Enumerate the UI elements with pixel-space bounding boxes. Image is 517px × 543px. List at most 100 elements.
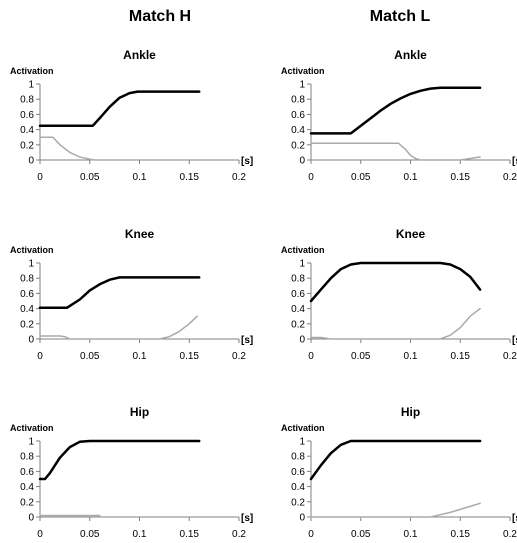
y-tick-label: 0.6 (291, 467, 305, 478)
chart-panel: Knee Activation 0 0.2 0.4 0.6 0.8 1 0 0.05 0.1 0.15… (10, 227, 253, 362)
y-tick-label: 0.8 (20, 452, 34, 463)
y-tick-label: 0.2 (291, 319, 305, 330)
x-tick-label: 0.1 (404, 529, 418, 540)
y-axis-label: Activation (10, 423, 54, 433)
y-tick-label: 0 (299, 156, 305, 167)
x-tick-label: 0.1 (404, 351, 418, 362)
chart-panel: Ankle Activation 0 0.2 0.4 0.6 0.8 1 0 0.05 0.1 0.1… (10, 48, 253, 183)
y-tick-label: 0.8 (20, 274, 34, 285)
series-line (38, 276, 201, 310)
y-tick-label: 1 (299, 437, 305, 448)
y-tick-label: 0.4 (291, 304, 305, 315)
y-axis-label: Activation (281, 66, 325, 76)
y-tick-label: 0 (28, 156, 34, 167)
y-axis-label: Activation (281, 423, 325, 433)
y-axis-label: Activation (10, 66, 54, 76)
y-tick-label: 0.2 (291, 497, 305, 508)
y-tick-label: 0.4 (20, 304, 34, 315)
y-tick-label: 0.4 (291, 482, 305, 493)
y-tick-label: 0.8 (291, 95, 305, 106)
series-line (310, 307, 481, 340)
x-axis-unit-label: [s] (241, 513, 253, 524)
y-tick-label: 0.8 (291, 274, 305, 285)
x-tick-label: 0.15 (180, 351, 200, 362)
x-tick-label: 0.2 (503, 172, 517, 183)
x-tick-label: 0.05 (351, 172, 371, 183)
y-tick-label: 1 (28, 80, 34, 91)
y-tick-label: 0.2 (291, 140, 305, 151)
y-tick-label: 0.4 (20, 482, 34, 493)
series-line (309, 261, 482, 303)
x-tick-label: 0 (37, 529, 43, 540)
y-tick-label: 0.6 (291, 289, 305, 300)
chart-title: Knee (125, 227, 155, 241)
x-tick-label: 0.1 (133, 172, 147, 183)
y-tick-label: 0.2 (20, 140, 34, 151)
y-tick-label: 0.6 (20, 110, 34, 121)
column-title-match-l: Match L (369, 8, 431, 25)
series-line (39, 315, 198, 340)
chart-panel: Ankle Activation 0 0.2 0.4 0.6 0.8 1 0 0.05 0.1 0.1… (281, 48, 517, 183)
y-tick-label: 0.8 (20, 95, 34, 106)
y-tick-label: 1 (28, 259, 34, 270)
x-axis-unit-label: [s (512, 156, 517, 167)
series-line (310, 502, 481, 518)
x-tick-label: 0.2 (232, 529, 246, 540)
chart-title: Knee (396, 227, 426, 241)
y-axis-label: Activation (281, 245, 325, 255)
x-tick-label: 0.05 (351, 351, 371, 362)
x-tick-label: 0.15 (180, 172, 200, 183)
y-tick-label: 0 (28, 513, 34, 524)
x-tick-label: 0 (37, 172, 43, 183)
y-tick-label: 0.4 (291, 125, 305, 136)
series-line (310, 142, 481, 161)
series-line (38, 439, 201, 481)
x-tick-label: 0.15 (451, 172, 471, 183)
y-tick-label: 0.6 (20, 467, 34, 478)
chart-title: Ankle (123, 48, 156, 62)
x-axis-unit-label: [s (512, 513, 517, 524)
chart-title: Ankle (394, 48, 427, 62)
y-tick-label: 0 (299, 335, 305, 346)
y-axis-label: Activation (10, 245, 54, 255)
y-tick-label: 0.2 (20, 319, 34, 330)
x-tick-label: 0.05 (80, 172, 100, 183)
x-tick-label: 0 (308, 529, 314, 540)
series-line (309, 439, 482, 481)
x-tick-label: 0.15 (451, 351, 471, 362)
x-axis-unit-label: [s] (241, 335, 253, 346)
x-tick-label: 0.1 (404, 172, 418, 183)
x-tick-label: 0.15 (451, 529, 471, 540)
y-tick-label: 1 (299, 259, 305, 270)
x-tick-label: 0.1 (133, 529, 147, 540)
x-tick-label: 0.2 (503, 529, 517, 540)
y-tick-label: 1 (299, 80, 305, 91)
column-title-match-h: Match H (128, 8, 192, 25)
x-tick-label: 0.1 (133, 351, 147, 362)
chart-title: Hip (401, 405, 420, 419)
chart-panel: Hip Activation 0 0.2 0.4 0.6 0.8 1 0 0.05 0.1 0.15 0… (281, 405, 517, 540)
chart-panel: Hip Activation 0 0.2 0.4 0.6 0.8 1 0 0.05 0.1 0.15 0… (10, 405, 253, 540)
x-tick-label: 0.05 (80, 351, 100, 362)
x-tick-label: 0 (308, 172, 314, 183)
y-tick-label: 0 (299, 513, 305, 524)
chart-title: Hip (130, 405, 149, 419)
x-tick-label: 0 (37, 351, 43, 362)
x-tick-label: 0 (308, 351, 314, 362)
x-tick-label: 0.05 (80, 529, 100, 540)
y-tick-label: 0.6 (20, 289, 34, 300)
x-tick-label: 0.2 (232, 351, 246, 362)
x-tick-label: 0.15 (180, 529, 200, 540)
series-line (38, 90, 201, 128)
series-line (309, 86, 482, 135)
y-tick-label: 0.2 (20, 497, 34, 508)
x-axis-unit-label: [s (512, 335, 517, 346)
series-line (39, 136, 96, 161)
x-tick-label: 0.05 (351, 529, 371, 540)
y-tick-label: 0.4 (20, 125, 34, 136)
y-tick-label: 1 (28, 437, 34, 448)
x-tick-label: 0.2 (232, 172, 246, 183)
y-tick-label: 0 (28, 335, 34, 346)
y-tick-label: 0.8 (291, 452, 305, 463)
